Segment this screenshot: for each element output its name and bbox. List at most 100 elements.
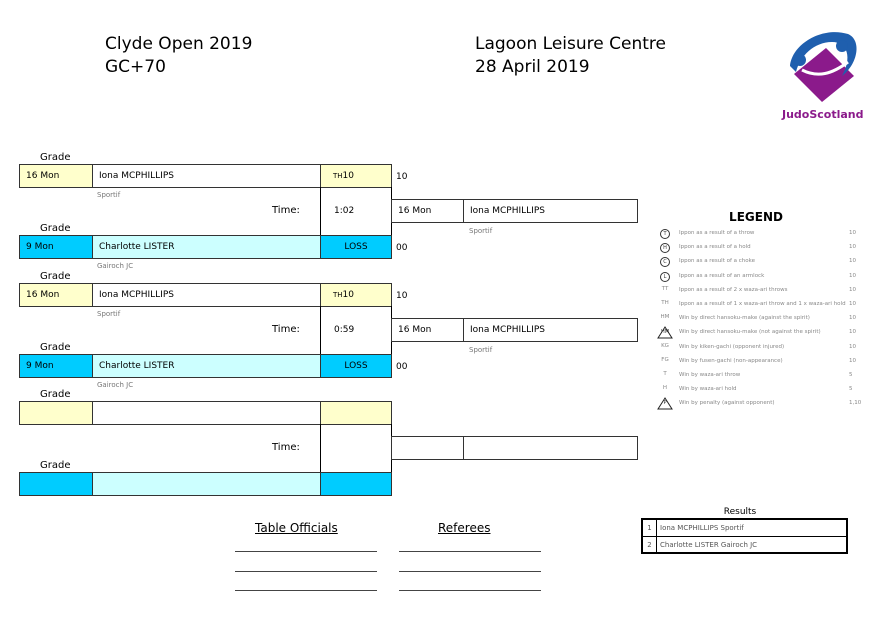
white-name[interactable]: Iona MCPHILLIPS <box>92 164 321 188</box>
white-grade[interactable]: 16 Mon <box>19 164 93 188</box>
legend-item: T Win by waza-ari throw 5 <box>657 369 862 382</box>
legend-points: 10 <box>849 357 856 364</box>
signature-line <box>399 571 541 572</box>
time-box <box>320 305 392 355</box>
code-icon: T <box>663 371 667 377</box>
event-name: Clyde Open 2019 <box>105 34 253 54</box>
legend-text: Win by waza-ari throw <box>679 372 741 378</box>
legend-text: Ippon as a result of 1 x waza-ari throw … <box>679 301 846 307</box>
signature-line <box>235 590 377 591</box>
triangle-icon <box>657 326 673 339</box>
code-icon: FG <box>661 356 669 363</box>
winner-grade[interactable] <box>391 436 464 460</box>
white-score[interactable] <box>320 401 392 425</box>
legend-text: Win by kiken-gachi (opponent injured) <box>679 343 785 350</box>
winner-grade[interactable]: 16 Mon <box>391 199 464 223</box>
legend-item: FG Win by fusen-gachi (non-appearance) 10 <box>657 355 862 368</box>
blue-total: 00 <box>396 361 408 372</box>
score-value: 10 <box>342 289 354 300</box>
blue-score[interactable]: LOSS <box>320 235 392 259</box>
white-name[interactable]: Iona MCPHILLIPS <box>92 282 321 307</box>
winner-club: Sportif <box>469 227 493 235</box>
legend-item: TH Ippon as a result of 1 x waza-ari thro… <box>657 298 862 311</box>
legend-text: Ippon as a result of 2 x waza-ari throws <box>679 286 788 293</box>
legend-item: HM Win by direct hansoku-make (not agains… <box>657 326 862 339</box>
winner-grade[interactable]: 16 Mon <box>391 317 464 342</box>
legend-item: HM Win by direct hansoku-make (against th… <box>657 312 862 325</box>
white-score[interactable]: TH 10 <box>320 164 392 188</box>
legend-item: TT Ippon as a result of 2 x waza-ari thro… <box>657 284 862 297</box>
code-icon: TH <box>661 300 669 306</box>
blue-total: 00 <box>396 243 408 253</box>
legend-text: Ippon as a result of a choke <box>679 258 756 265</box>
winner-name[interactable]: Iona MCPHILLIPS <box>463 199 638 223</box>
legend-text: Win by direct hansoku-make (not against … <box>679 329 821 336</box>
white-club: Sportif <box>97 191 121 199</box>
legend-points: 10 <box>849 230 856 236</box>
score-code: TH <box>333 290 343 299</box>
weight-category: GC+70 <box>105 57 166 77</box>
legend-text: Win by fusen-gachi (non-appearance) <box>679 357 783 364</box>
signature-line <box>399 590 541 591</box>
legend-points: 10 <box>849 272 856 279</box>
legend-item: P Win by penalty (against opponent) 1,10 <box>657 397 862 410</box>
time-label: Time: <box>272 205 300 216</box>
signature-line <box>399 551 541 552</box>
circle-icon: L <box>660 271 670 282</box>
grade-label: Grade <box>40 152 71 163</box>
grade-label: Grade <box>40 341 71 353</box>
code-icon: TT <box>661 285 669 292</box>
winner-club: Sportif <box>469 345 493 354</box>
results-table: 1 Iona MCPHILLIPS Sportif 2 Charlotte LI… <box>641 518 848 554</box>
time-box <box>320 424 392 473</box>
winner-name[interactable] <box>463 436 638 460</box>
results-row: 2 Charlotte LISTER Gairoch JC <box>643 537 846 553</box>
legend-item: L Ippon as a result of an armlock 10 <box>657 270 862 283</box>
score-value: 10 <box>342 171 354 181</box>
grade-label: Grade <box>40 460 71 471</box>
code-icon: H <box>662 385 668 392</box>
circle-icon: H <box>660 243 670 254</box>
blue-name[interactable] <box>92 472 321 496</box>
time-value: 0:59 <box>334 324 355 335</box>
white-name[interactable] <box>92 401 321 425</box>
legend-text: Ippon as a result of a hold <box>679 244 751 251</box>
white-grade[interactable] <box>19 401 93 425</box>
winner-name[interactable]: Iona MCPHILLIPS <box>463 317 638 342</box>
table-officials-heading: Table Officials <box>255 521 338 535</box>
legend-points: 10 <box>849 315 856 322</box>
blue-score[interactable]: LOSS <box>320 353 392 378</box>
legend-points: 1,10 <box>849 400 862 407</box>
blue-grade[interactable] <box>19 472 93 496</box>
legend-text: Ippon as a result of an armlock <box>679 272 765 279</box>
legend-title: LEGEND <box>729 210 783 224</box>
legend-points: 5 <box>849 372 853 378</box>
legend-points: 10 <box>849 343 856 350</box>
blue-grade[interactable]: 9 Mon <box>19 235 93 259</box>
legend-item: H Win by waza-ari hold 5 <box>657 383 862 396</box>
venue: Lagoon Leisure Centre <box>475 34 666 54</box>
time-box <box>320 187 392 236</box>
circle-icon: T <box>660 229 670 239</box>
white-score[interactable]: TH 10 <box>320 282 392 307</box>
grade-label: Grade <box>40 389 71 400</box>
legend-points: 10 <box>849 244 856 251</box>
code-icon: HM <box>660 314 670 321</box>
legend-item: T Ippon as a result of a throw 10 <box>657 227 862 240</box>
circle-icon: C <box>660 257 670 268</box>
legend-points: 10 <box>849 258 856 265</box>
blue-score[interactable] <box>320 472 392 496</box>
legend-item: H Ippon as a result of a hold 10 <box>657 241 862 254</box>
triangle-icon: HM <box>660 329 670 336</box>
white-club: Sportif <box>97 309 121 318</box>
results-row: 1 Iona MCPHILLIPS Sportif <box>643 520 846 537</box>
grade-label: Grade <box>40 270 71 282</box>
blue-name[interactable]: Charlotte LISTER <box>92 235 321 259</box>
triangle-icon <box>657 397 673 410</box>
blue-grade[interactable]: 9 Mon <box>19 353 93 378</box>
signature-line <box>235 551 377 552</box>
blue-club: Gairoch JC <box>97 262 134 270</box>
blue-name[interactable]: Charlotte LISTER <box>92 353 321 378</box>
white-grade[interactable]: 16 Mon <box>19 282 93 307</box>
